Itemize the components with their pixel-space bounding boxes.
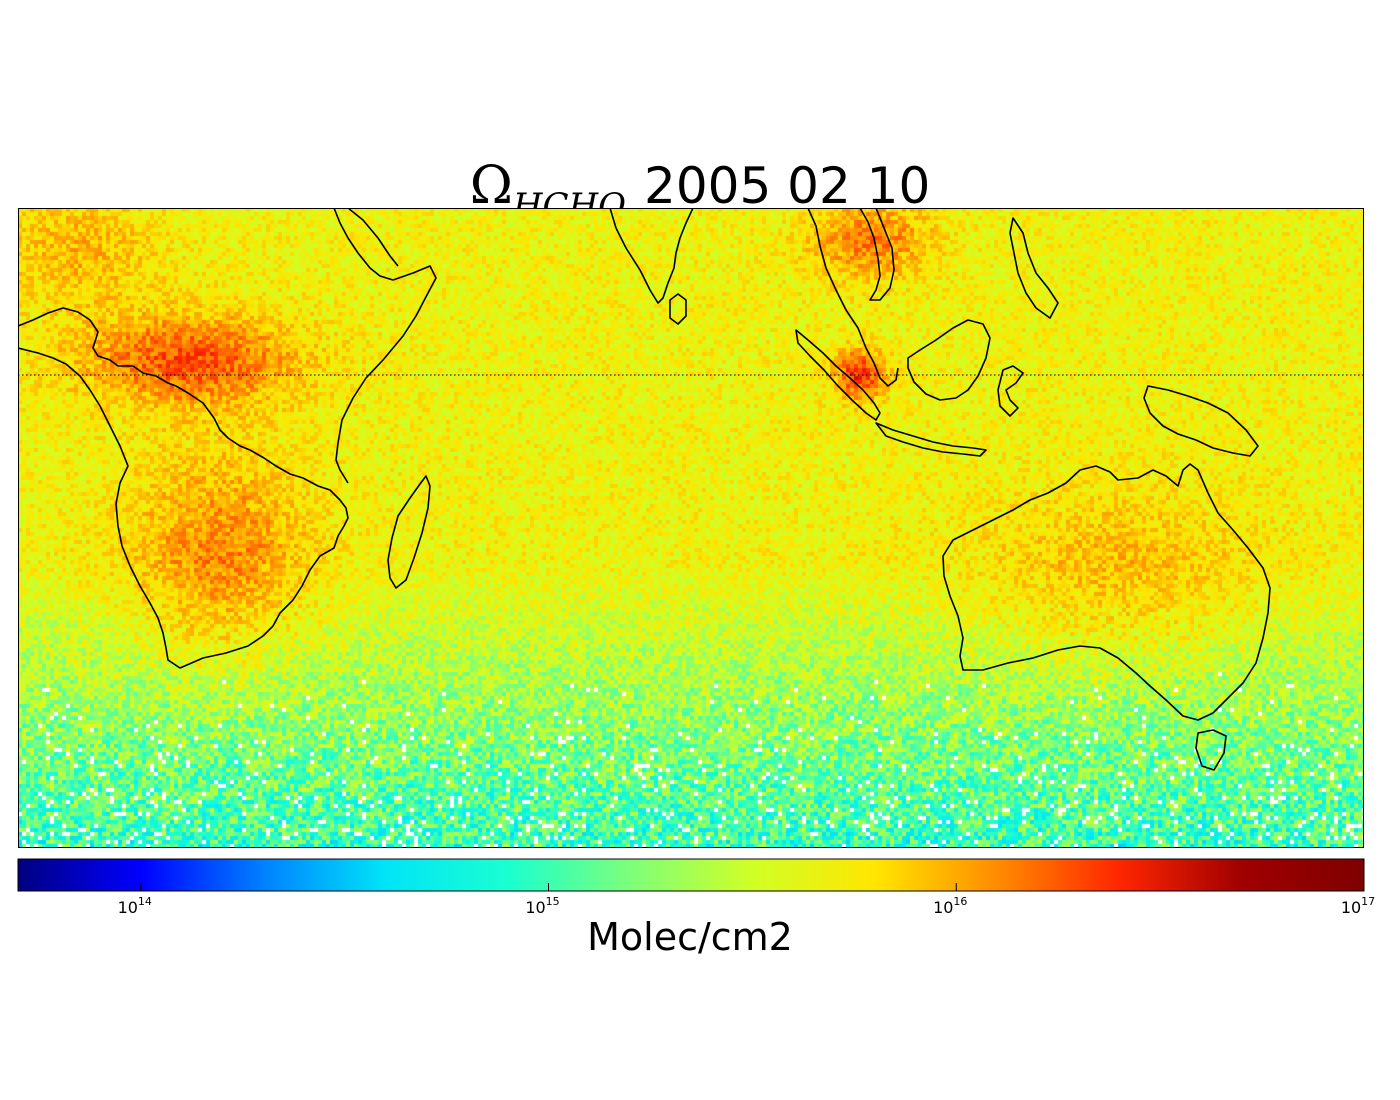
coastline-india xyxy=(609,208,694,304)
coastline-sulawesi xyxy=(997,365,1024,417)
coastline-srilanka xyxy=(669,293,687,325)
coastline-somalia xyxy=(333,208,437,484)
coastline-java xyxy=(875,422,987,457)
coastline-newguinea xyxy=(1143,385,1259,457)
chart-title: ΩHCHO 2005 02 10 xyxy=(0,156,1400,226)
coastline-australia xyxy=(942,463,1271,721)
coastline-overlay xyxy=(18,208,1364,771)
title-date: 2005 02 10 xyxy=(644,157,931,215)
coastline-arabia xyxy=(347,208,399,267)
hcho-map-canvas xyxy=(18,208,1364,848)
colorbar-tick-label: 1016 xyxy=(933,895,967,917)
colorbar-gradient xyxy=(17,858,1365,892)
colorbar-tick-label: 1014 xyxy=(118,895,152,917)
coastline-africa xyxy=(18,307,349,669)
colorbar-label: Molec/cm2 xyxy=(587,915,793,959)
coastline-vietnam xyxy=(859,208,895,301)
title-symbol: Ω xyxy=(469,156,513,216)
colorbar: 1014 1015 1016 1017 xyxy=(17,858,1375,917)
colorbar-tick-label: 1017 xyxy=(1341,895,1375,917)
coastline-tasmania xyxy=(1195,729,1227,771)
coastline-indochina xyxy=(807,208,899,387)
colorbar-tick-label: 1015 xyxy=(525,895,559,917)
coastline-borneo xyxy=(907,319,991,401)
coastline-madagascar xyxy=(387,475,431,589)
coastline-sumatra xyxy=(795,329,881,421)
coastline-philippines xyxy=(1009,217,1059,319)
